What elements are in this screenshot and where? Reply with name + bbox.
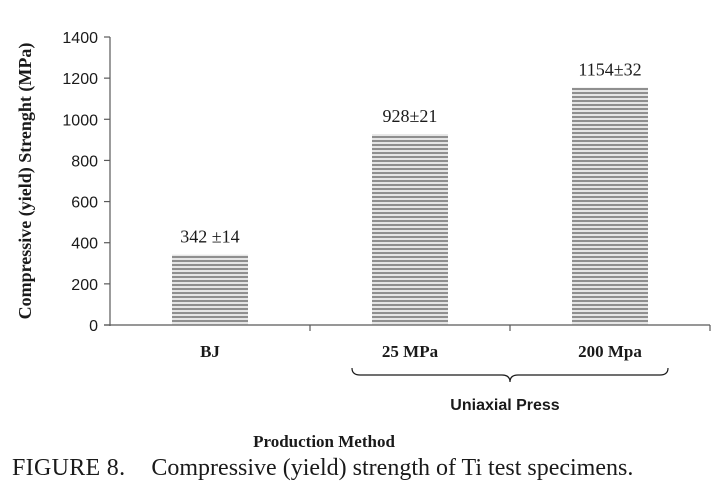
figure-caption-text: Compressive (yield) strength of Ti test … [151, 455, 634, 481]
y-tick-label: 600 [71, 195, 98, 212]
y-tick-label: 200 [71, 277, 98, 294]
figure-caption: FIGURE 8. Compressive (yield) strength of… [12, 455, 712, 482]
group-label: Uniaxial Press [450, 397, 560, 414]
data-label: 342 ±14 [180, 227, 239, 247]
bar [372, 134, 448, 325]
y-tick-label: 1400 [62, 30, 98, 47]
data-label: 928±21 [383, 106, 438, 126]
bar [172, 254, 248, 325]
y-tick-label: 0 [89, 318, 98, 335]
y-axis-title: Compressive (yield) Strenght (MPa) [15, 43, 36, 320]
figure-label: FIGURE 8. [12, 455, 126, 481]
bar [572, 87, 648, 325]
x-tick-label: BJ [200, 342, 220, 361]
y-tick-label: 400 [71, 236, 98, 253]
group-brace [351, 367, 669, 383]
y-tick-label: 1000 [62, 112, 98, 129]
y-tick-label: 1200 [62, 71, 98, 88]
x-tick-label: 200 Mpa [578, 342, 642, 361]
x-axis-title: Production Method [253, 432, 395, 451]
y-tick-label: 800 [71, 153, 98, 170]
x-tick-label: 25 MPa [382, 342, 439, 361]
data-label: 1154±32 [578, 60, 641, 80]
